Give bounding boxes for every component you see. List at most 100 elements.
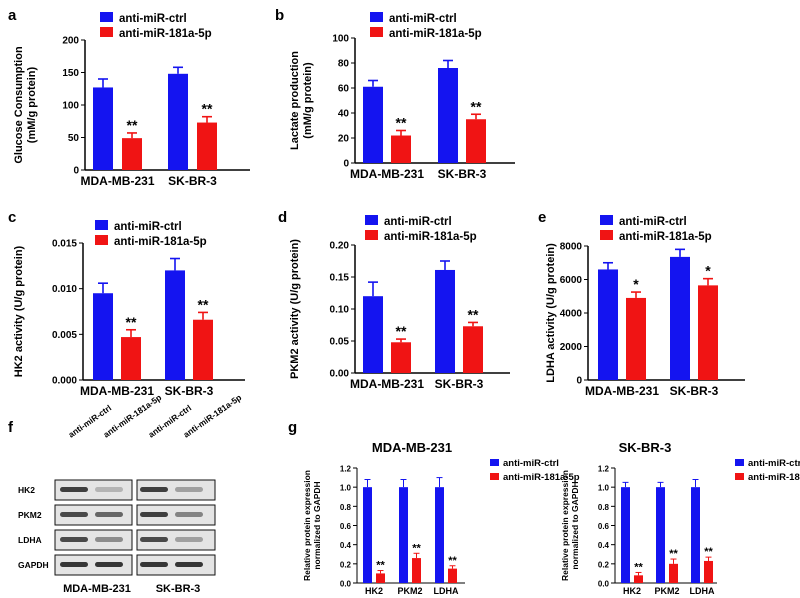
significance-marker: ** — [202, 101, 213, 117]
bar-treat — [122, 138, 142, 170]
bar-ctrl — [438, 68, 458, 163]
blot-strip — [54, 529, 133, 551]
bar-treat — [412, 558, 421, 583]
category-label: MDA-MB-231 — [80, 384, 154, 398]
significance-marker: ** — [412, 542, 421, 554]
blot-band — [175, 512, 203, 517]
panel-label-g: g — [288, 419, 297, 436]
y-tick-label: 0.2 — [340, 560, 352, 569]
bar-ctrl — [168, 73, 188, 170]
y-tick-label: 60 — [338, 84, 350, 95]
y-tick-label: 0.8 — [598, 503, 610, 512]
significance-marker: * — [633, 276, 639, 292]
chart-b: 0 20 40 60 80 100 Lactate production (mM/g prot… — [289, 12, 515, 181]
panel-label-b: b — [275, 7, 284, 24]
significance-marker: ** — [126, 314, 137, 330]
bar-ctrl — [363, 487, 372, 583]
y-tick-label: 0.0 — [598, 580, 610, 589]
legend-swatch — [370, 12, 383, 22]
y-tick-label: 100 — [332, 34, 349, 45]
significance-marker: * — [705, 263, 711, 279]
y-axis-title: Relative protein expression — [302, 470, 312, 581]
y-tick-label: 1.0 — [340, 484, 352, 493]
legend-swatch — [100, 12, 113, 22]
legend-label: anti-miR-ctrl — [503, 458, 559, 469]
y-axis-title: (mM/g protein) — [26, 66, 38, 143]
y-tick-label: 1.2 — [340, 465, 352, 474]
legend-swatch — [95, 235, 108, 245]
bar-treat — [391, 342, 411, 373]
bar-ctrl — [399, 487, 408, 583]
bar-ctrl — [435, 269, 455, 373]
y-tick-label: 0.000 — [52, 376, 77, 387]
legend-label: anti-miR-181a-5p — [748, 472, 800, 483]
bar-ctrl — [363, 296, 383, 373]
y-tick-label: 4000 — [560, 309, 583, 320]
category-label: PKM2 — [397, 586, 422, 596]
significance-marker: ** — [704, 546, 713, 558]
legend-label: anti-miR-ctrl — [119, 13, 187, 25]
significance-marker: ** — [448, 555, 457, 567]
bar-ctrl — [621, 487, 630, 583]
category-label: HK2 — [623, 586, 641, 596]
bar-treat — [698, 285, 718, 380]
blot-band — [60, 562, 88, 567]
legend-swatch — [95, 220, 108, 230]
y-tick-label: 0.2 — [598, 560, 610, 569]
y-tick-label: 0.010 — [52, 284, 77, 295]
y-tick-label: 0 — [343, 159, 349, 170]
blot-band — [175, 487, 203, 492]
y-tick-label: 0.015 — [52, 239, 77, 250]
category-label: MDA-MB-231 — [585, 384, 659, 398]
cell-line-label: SK-BR-3 — [156, 583, 201, 595]
y-tick-label: 1.2 — [598, 465, 610, 474]
y-tick-label: 0.20 — [330, 241, 350, 252]
category-label: SK-BR-3 — [168, 174, 217, 188]
y-axis-title: PKM2 activity (U/g protein) — [289, 239, 301, 379]
legend-label: anti-miR-181a-5p — [114, 236, 207, 248]
y-tick-label: 200 — [62, 36, 79, 47]
panel-label-c: c — [8, 209, 16, 226]
protein-label: LDHA — [18, 535, 42, 545]
legend-label: anti-miR-ctrl — [384, 216, 452, 228]
legend-swatch — [600, 215, 613, 225]
chart-d: 0.00 0.05 0.10 0.15 0.20 PKM2 activity (U/g p… — [289, 215, 510, 391]
blot-strip — [54, 479, 133, 501]
y-tick-label: 0.15 — [330, 273, 350, 284]
significance-marker: ** — [127, 117, 138, 133]
blot-strip — [54, 504, 133, 526]
blot-band — [95, 562, 123, 567]
bar-treat — [448, 568, 457, 583]
y-axis-title: Glucose Consumption — [13, 46, 25, 164]
y-tick-label: 0.6 — [598, 522, 610, 531]
bar-treat — [391, 135, 411, 163]
chart-g2: 0.0 0.2 0.4 0.6 0.8 1.0 1.2 Relative protein ex… — [560, 440, 800, 596]
chart-c: 0.000 0.005 0.010 0.015 HK2 activity (U/g pr… — [13, 220, 245, 398]
bar-ctrl — [670, 256, 690, 380]
category-label: SK-BR-3 — [438, 167, 487, 181]
legend-swatch — [600, 230, 613, 240]
category-label: SK-BR-3 — [670, 384, 719, 398]
legend-label: anti-miR-181a-5p — [119, 28, 212, 40]
chart-a: 0 50 100 150 200 Glucose Consumption (mM/g pro… — [13, 12, 250, 188]
y-tick-label: 0.4 — [598, 541, 610, 550]
y-tick-label: 0.10 — [330, 305, 350, 316]
significance-marker: ** — [634, 561, 643, 573]
blot-strip — [54, 554, 133, 576]
legend-label: anti-miR-181a-5p — [619, 231, 712, 243]
y-tick-label: 0.6 — [340, 522, 352, 531]
legend-swatch — [365, 230, 378, 240]
legend-swatch — [735, 459, 744, 466]
y-tick-label: 0.8 — [340, 503, 352, 512]
bar-ctrl — [598, 269, 618, 380]
y-axis-title: normalized to GAPDH — [312, 481, 322, 569]
category-label: LDHA — [690, 586, 715, 596]
bar-treat — [669, 563, 678, 583]
bar-ctrl — [93, 293, 113, 380]
y-tick-label: 8000 — [560, 242, 583, 253]
y-tick-label: 80 — [338, 59, 350, 70]
bar-ctrl — [691, 487, 700, 583]
panel-label-e: e — [538, 209, 546, 226]
legend-label: anti-miR-181a-5p — [389, 28, 482, 40]
